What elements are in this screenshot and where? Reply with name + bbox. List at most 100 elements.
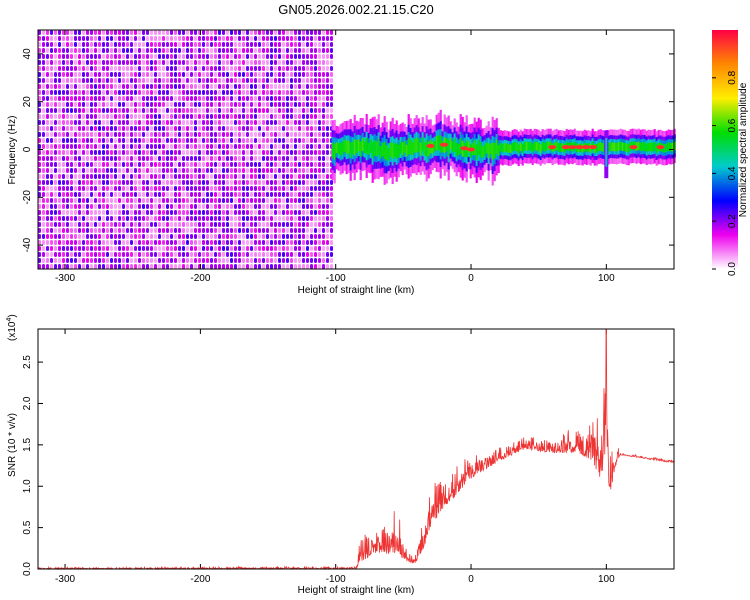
noise-cell <box>90 114 93 119</box>
noise-cell <box>214 258 217 263</box>
noise-cell <box>218 114 221 119</box>
noise-cell <box>82 132 85 137</box>
noise-cell <box>146 192 149 197</box>
noise-cell <box>114 138 117 143</box>
signal-cell <box>627 143 630 153</box>
noise-cell <box>122 60 125 65</box>
noise-cell <box>122 198 125 203</box>
noise-cell <box>218 84 221 89</box>
noise-cell <box>138 192 141 197</box>
noise-cell <box>238 156 241 161</box>
noise-cell <box>290 138 293 143</box>
noise-cell <box>138 132 141 137</box>
noise-cell <box>54 126 57 131</box>
noise-cell <box>154 246 157 251</box>
noise-cell <box>314 264 317 269</box>
noise-cell <box>70 234 73 239</box>
noise-cell <box>110 108 113 113</box>
noise-cell <box>62 210 65 215</box>
noise-cell <box>290 60 293 65</box>
spectrogram-y-label: Frequency (Hz) <box>7 116 18 185</box>
noise-cell <box>298 174 301 179</box>
noise-cell <box>98 66 101 71</box>
noise-cell <box>170 132 173 137</box>
noise-cell <box>98 240 101 245</box>
noise-cell <box>318 72 321 77</box>
noise-cell <box>110 48 113 53</box>
noise-cell <box>130 60 133 65</box>
noise-cell <box>278 90 281 95</box>
noise-cell <box>190 234 193 239</box>
signal-cell <box>477 140 480 155</box>
snr-y-multiplier: (x104) <box>6 314 18 341</box>
noise-cell <box>98 222 101 227</box>
noise-cell <box>254 54 257 59</box>
noise-cell <box>54 138 57 143</box>
signal-cell <box>451 141 454 153</box>
noise-cell <box>234 78 237 83</box>
y-tick-label: 20 <box>22 96 33 108</box>
noise-cell <box>302 126 305 131</box>
noise-cell <box>126 60 129 65</box>
noise-cell <box>278 144 281 149</box>
noise-cell <box>178 30 181 35</box>
noise-cell <box>102 252 105 257</box>
noise-cell <box>318 138 321 143</box>
noise-cell <box>298 180 301 185</box>
noise-cell <box>238 102 241 107</box>
noise-cell <box>294 252 297 257</box>
noise-cell <box>226 168 229 173</box>
signal-cell <box>331 142 334 158</box>
noise-cell <box>202 42 205 47</box>
noise-cell <box>38 84 41 89</box>
signal-cell <box>399 141 402 154</box>
noise-cell <box>246 72 249 77</box>
noise-cell <box>226 174 229 179</box>
noise-cell <box>322 78 325 83</box>
noise-cell <box>286 102 289 107</box>
noise-cell <box>234 180 237 185</box>
noise-cell <box>134 48 137 53</box>
signal-cell <box>487 143 490 159</box>
noise-cell <box>98 60 101 65</box>
signal-cell <box>533 141 536 151</box>
noise-cell <box>186 192 189 197</box>
y-tick-label: -20 <box>22 190 33 205</box>
noise-cell <box>86 30 89 35</box>
noise-cell <box>150 48 153 53</box>
noise-cell <box>282 72 285 77</box>
noise-cell <box>94 150 97 155</box>
noise-cell <box>98 36 101 41</box>
noise-cell <box>254 132 257 137</box>
noise-cell <box>186 120 189 125</box>
signal-cell <box>595 144 598 153</box>
noise-cell <box>142 192 145 197</box>
noise-cell <box>142 204 145 209</box>
noise-cell <box>102 114 105 119</box>
noise-cell <box>166 126 169 131</box>
noise-cell <box>274 198 277 203</box>
noise-cell <box>238 72 241 77</box>
noise-cell <box>118 42 121 47</box>
noise-cell <box>142 144 145 149</box>
signal-cell <box>361 137 364 152</box>
noise-cell <box>174 168 177 173</box>
snr-x-tick-label: -300 <box>55 574 75 585</box>
noise-cell <box>206 90 209 95</box>
noise-cell <box>202 258 205 263</box>
noise-cell <box>82 42 85 47</box>
noise-cell <box>162 36 165 41</box>
noise-cell <box>150 144 153 149</box>
noise-cell <box>182 156 185 161</box>
noise-cell <box>306 198 309 203</box>
noise-cell <box>278 84 281 89</box>
noise-cell <box>114 222 117 227</box>
noise-cell <box>246 42 249 47</box>
noise-cell <box>214 108 217 113</box>
noise-cell <box>302 72 305 77</box>
noise-cell <box>174 120 177 125</box>
noise-cell <box>162 138 165 143</box>
noise-cell <box>86 102 89 107</box>
noise-cell <box>326 186 329 191</box>
noise-cell <box>134 180 137 185</box>
